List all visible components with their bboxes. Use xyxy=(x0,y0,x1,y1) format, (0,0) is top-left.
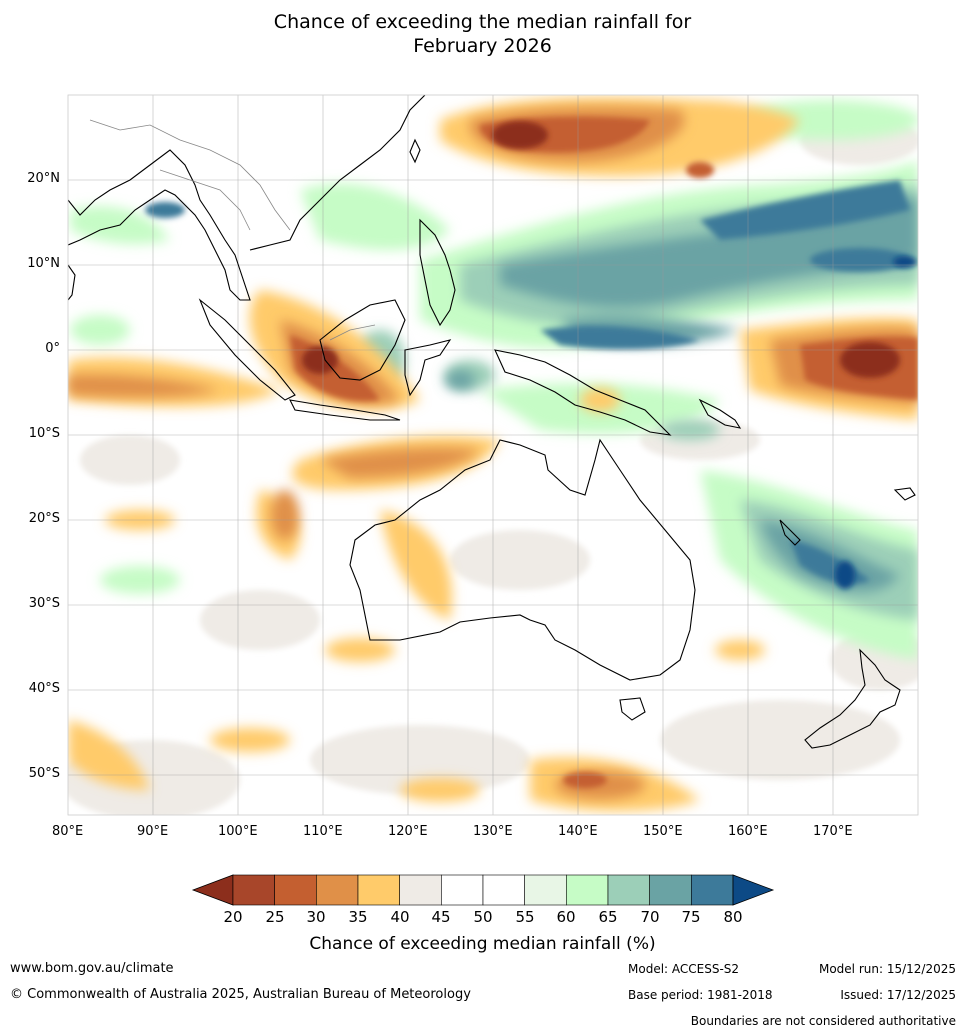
colorbar-tick: 45 xyxy=(431,908,451,926)
lat-label-30s: 30°S xyxy=(28,596,60,611)
lon-label-140e: 140°E xyxy=(558,824,598,839)
copyright-text: © Commonwealth of Australia 2025, Austra… xyxy=(10,987,471,1002)
coastlines xyxy=(68,95,916,749)
colorbar-segment xyxy=(566,874,609,906)
lon-label-110e: 110°E xyxy=(303,824,343,839)
colorbar-tick: 75 xyxy=(681,908,701,926)
graticule xyxy=(68,95,918,815)
colorbar-segment xyxy=(357,874,400,906)
colorbar-tick: 80 xyxy=(723,908,743,926)
vanuatu-outline xyxy=(779,519,801,546)
colorbar xyxy=(191,874,775,906)
lat-label-50s: 50°S xyxy=(28,766,60,781)
lat-label-10s: 10°S xyxy=(28,426,60,441)
base-period-text: Base period: 1981-2018 xyxy=(628,988,773,1002)
model-text: Model: ACCESS-S2 xyxy=(628,962,740,976)
colorbar-tick: 65 xyxy=(598,908,618,926)
lat-label-40s: 40°S xyxy=(28,681,60,696)
tasmania-outline xyxy=(619,697,646,721)
probability-fields xyxy=(68,97,918,815)
model-run-text: Model run: 15/12/2025 xyxy=(818,962,956,976)
colorbar-segment xyxy=(607,874,650,906)
disclaimer-text: Boundaries are not considered authoritat… xyxy=(690,1014,956,1028)
lon-label-130e: 130°E xyxy=(473,824,513,839)
colorbar-tick: 60 xyxy=(556,908,576,926)
fiji-outline xyxy=(893,487,916,501)
lat-label-10n: 10°N xyxy=(27,256,60,271)
map-title: Chance of exceeding the median rainfall … xyxy=(0,10,965,58)
colorbar-segment xyxy=(524,874,567,906)
new-zealand-outline xyxy=(804,648,901,749)
lon-label-120e: 120°E xyxy=(388,824,428,839)
java-outline xyxy=(289,399,401,421)
lon-label-100e: 100°E xyxy=(218,824,258,839)
title-line-2: February 2026 xyxy=(413,35,552,57)
sri-lanka-outline xyxy=(68,264,76,301)
lat-label-0: 0° xyxy=(45,341,60,356)
colorbar-arrow-low xyxy=(191,874,234,906)
colorbar-tick: 50 xyxy=(473,908,493,926)
colorbar-tick: 40 xyxy=(390,908,410,926)
lon-label-90e: 90°E xyxy=(137,824,169,839)
map-frame xyxy=(67,94,919,816)
taiwan-outline xyxy=(409,138,421,164)
lon-label-150e: 150°E xyxy=(643,824,683,839)
colorbar-tick: 30 xyxy=(306,908,326,926)
colorbar-segment xyxy=(691,874,734,906)
lat-label-20n: 20°N xyxy=(27,171,60,186)
colorbar-tick: 20 xyxy=(223,908,243,926)
colorbar-segment xyxy=(399,874,442,906)
borneo-outline xyxy=(319,299,406,381)
lat-label-20s: 20°S xyxy=(28,511,60,526)
issued-text: Issued: 17/12/2025 xyxy=(840,988,956,1002)
colorbar-segment xyxy=(232,874,275,906)
solomon-islands-outline xyxy=(698,398,742,429)
colorbar-segment xyxy=(274,874,317,906)
sumatra-outline xyxy=(198,298,296,401)
colorbar-segment xyxy=(482,874,525,906)
australia-outline xyxy=(349,438,696,681)
colorbar-segment xyxy=(316,874,359,906)
colorbar-title: Chance of exceeding median rainfall (%) xyxy=(309,934,656,954)
sulawesi-outline xyxy=(404,339,452,397)
colorbar-tick: 35 xyxy=(348,908,368,926)
colorbar-tick: 70 xyxy=(640,908,660,926)
colorbar-segment xyxy=(441,874,484,906)
asia-mainland-outline xyxy=(68,95,426,301)
country-borders xyxy=(89,119,376,341)
lon-label-160e: 160°E xyxy=(728,824,768,839)
colorbar-segment xyxy=(649,874,692,906)
website-link[interactable]: www.bom.gov.au/climate xyxy=(10,961,174,976)
colorbar-tick: 25 xyxy=(265,908,285,926)
lon-label-170e: 170°E xyxy=(813,824,853,839)
lon-label-80e: 80°E xyxy=(52,824,84,839)
philippines-outline xyxy=(419,218,456,327)
colorbar-tick: 55 xyxy=(515,908,535,926)
colorbar-arrow-high xyxy=(732,874,775,906)
new-guinea-outline xyxy=(494,349,672,436)
title-line-1: Chance of exceeding the median rainfall … xyxy=(273,11,692,33)
